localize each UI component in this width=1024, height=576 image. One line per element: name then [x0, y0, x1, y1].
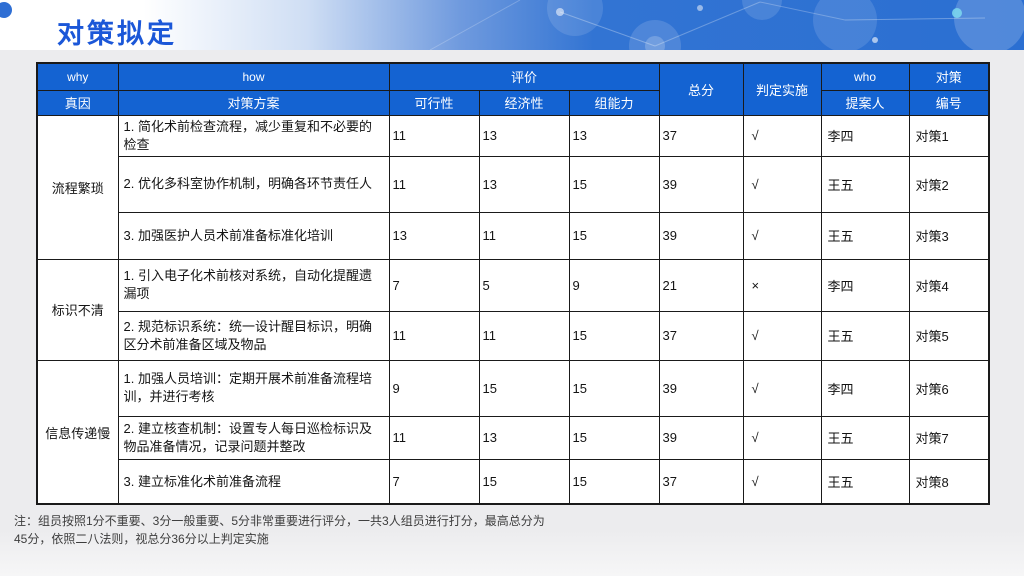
cell-number: 对策1 [908, 114, 990, 157]
cell-judge: √ [742, 211, 822, 260]
cell-judge: √ [742, 458, 822, 505]
scoring-note-line2: 45分，依照二八法则，视总分36分以上判定实施 [14, 532, 269, 546]
cell-judge: √ [742, 310, 822, 361]
cell-total: 39 [658, 415, 744, 460]
header-feasibility: 可行性 [388, 89, 480, 116]
cell-economy: 11 [478, 310, 570, 361]
table-row: 3. 加强医护人员术前准备标准化培训 13 11 15 39 √ 王五 对策3 [37, 211, 990, 260]
cell-feasibility: 11 [388, 155, 480, 213]
scoring-note: 注：组员按照1分不重要、3分一般重要、5分非常重要进行评分，一共3人组员进行打分… [14, 512, 545, 548]
scoring-note-line1: 注：组员按照1分不重要、3分一般重要、5分非常重要进行评分，一共3人组员进行打分… [14, 514, 545, 528]
countermeasure-table: why how 评价 总分 判定实施 who 对策 真因 对策方案 可行性 经济… [36, 62, 991, 506]
cell-economy: 13 [478, 415, 570, 460]
table-row: 流程繁琐 1. 简化术前检查流程，减少重复和不必要的检查 11 13 13 37… [36, 114, 990, 260]
cell-feasibility: 11 [388, 415, 480, 460]
cell-judge: √ [742, 359, 822, 417]
cell-capability: 15 [568, 310, 660, 361]
cell-proposer: 李四 [820, 114, 910, 157]
header-root-cause: 真因 [36, 89, 119, 116]
cell-economy: 5 [478, 258, 570, 312]
cell-proposer: 李四 [820, 258, 910, 312]
table-row: 标识不清 1. 引入电子化术前核对系统，自动化提醒遗漏项 7 5 9 21 × … [36, 258, 990, 361]
header-economy: 经济性 [478, 89, 570, 116]
cell-proposer: 王五 [820, 415, 910, 460]
cell-number: 对策4 [908, 258, 990, 312]
table-row: 2. 建立核查机制：设置专人每日巡检标识及物品准备情况，记录问题并整改 11 1… [37, 415, 990, 460]
cell-total: 39 [658, 155, 744, 213]
cell-judge: × [742, 258, 822, 312]
cell-plan: 2. 规范标识系统：统一设计醒目标识，明确区分术前准备区域及物品 [117, 310, 390, 361]
cell-number: 对策6 [908, 359, 990, 417]
header-who: who [820, 62, 910, 91]
cell-feasibility: 11 [388, 114, 480, 157]
cell-total: 37 [658, 114, 744, 157]
header-why: why [36, 62, 119, 91]
cell-economy: 11 [478, 211, 570, 260]
cell-total: 39 [658, 359, 744, 417]
cell-economy: 15 [478, 359, 570, 417]
cell-feasibility: 13 [388, 211, 480, 260]
cell-cause: 信息传递慢 [36, 359, 119, 505]
cell-total: 39 [658, 211, 744, 260]
cell-plan: 3. 加强医护人员术前准备标准化培训 [117, 211, 390, 260]
cell-proposer: 李四 [820, 359, 910, 417]
cell-proposer: 王五 [820, 211, 910, 260]
cell-economy: 15 [478, 458, 570, 505]
header-proposer: 提案人 [820, 89, 910, 116]
cell-feasibility: 9 [388, 359, 480, 417]
top-banner [0, 0, 1024, 50]
cell-number: 对策7 [908, 415, 990, 460]
header-measure: 对策 [908, 62, 990, 91]
cell-judge: √ [742, 155, 822, 213]
cell-capability: 15 [568, 415, 660, 460]
cell-number: 对策2 [908, 155, 990, 213]
cell-capability: 15 [568, 211, 660, 260]
table-row: 2. 规范标识系统：统一设计醒目标识，明确区分术前准备区域及物品 11 11 1… [37, 310, 990, 361]
cell-total: 21 [658, 258, 744, 312]
cell-capability: 9 [568, 258, 660, 312]
cell-plan: 1. 引入电子化术前核对系统，自动化提醒遗漏项 [117, 258, 390, 312]
cell-proposer: 王五 [820, 310, 910, 361]
corner-dot-decoration [0, 2, 12, 18]
table-row: 信息传递慢 1. 加强人员培训：定期开展术前准备流程培训，并进行考核 9 15 … [36, 359, 990, 505]
header-evaluation: 评价 [388, 62, 660, 91]
cell-judge: √ [742, 415, 822, 460]
cell-judge: √ [742, 114, 822, 157]
header-row-2: 真因 对策方案 可行性 经济性 组能力 提案人 编号 [36, 89, 990, 116]
table-row: 2. 优化多科室协作机制，明确各环节责任人 11 13 15 39 √ 王五 对… [37, 155, 990, 213]
cell-capability: 15 [568, 155, 660, 213]
cell-feasibility: 7 [388, 258, 480, 312]
header-capability: 组能力 [568, 89, 660, 116]
cell-cause: 标识不清 [36, 258, 119, 361]
cell-plan: 3. 建立标准化术前准备流程 [117, 458, 390, 505]
cell-capability: 13 [568, 114, 660, 157]
cell-capability: 15 [568, 359, 660, 417]
cell-cause: 流程繁琐 [36, 114, 119, 260]
cell-plan: 2. 优化多科室协作机制，明确各环节责任人 [117, 155, 390, 213]
cell-plan: 1. 简化术前检查流程，减少重复和不必要的检查 [117, 114, 390, 157]
cell-proposer: 王五 [820, 458, 910, 505]
cell-feasibility: 11 [388, 310, 480, 361]
header-number: 编号 [908, 89, 990, 116]
header-judge: 判定实施 [742, 62, 822, 116]
cell-plan: 1. 加强人员培训：定期开展术前准备流程培训，并进行考核 [117, 359, 390, 417]
cell-number: 对策5 [908, 310, 990, 361]
header-how: how [117, 62, 390, 91]
page-title: 对策拟定 [57, 19, 177, 49]
cell-feasibility: 7 [388, 458, 480, 505]
cell-economy: 13 [478, 114, 570, 157]
header-plan: 对策方案 [117, 89, 390, 116]
cell-plan: 2. 建立核查机制：设置专人每日巡检标识及物品准备情况，记录问题并整改 [117, 415, 390, 460]
molecule-decoration-icon [429, 0, 1024, 50]
cell-total: 37 [658, 458, 744, 505]
cell-capability: 15 [568, 458, 660, 505]
cell-economy: 13 [478, 155, 570, 213]
header-row-1: why how 评价 总分 判定实施 who 对策 [36, 62, 990, 116]
cell-total: 37 [658, 310, 744, 361]
cell-number: 对策8 [908, 458, 990, 505]
header-total: 总分 [658, 62, 744, 116]
cell-proposer: 王五 [820, 155, 910, 213]
table-row: 3. 建立标准化术前准备流程 7 15 15 37 √ 王五 对策8 [37, 458, 990, 505]
cell-number: 对策3 [908, 211, 990, 260]
